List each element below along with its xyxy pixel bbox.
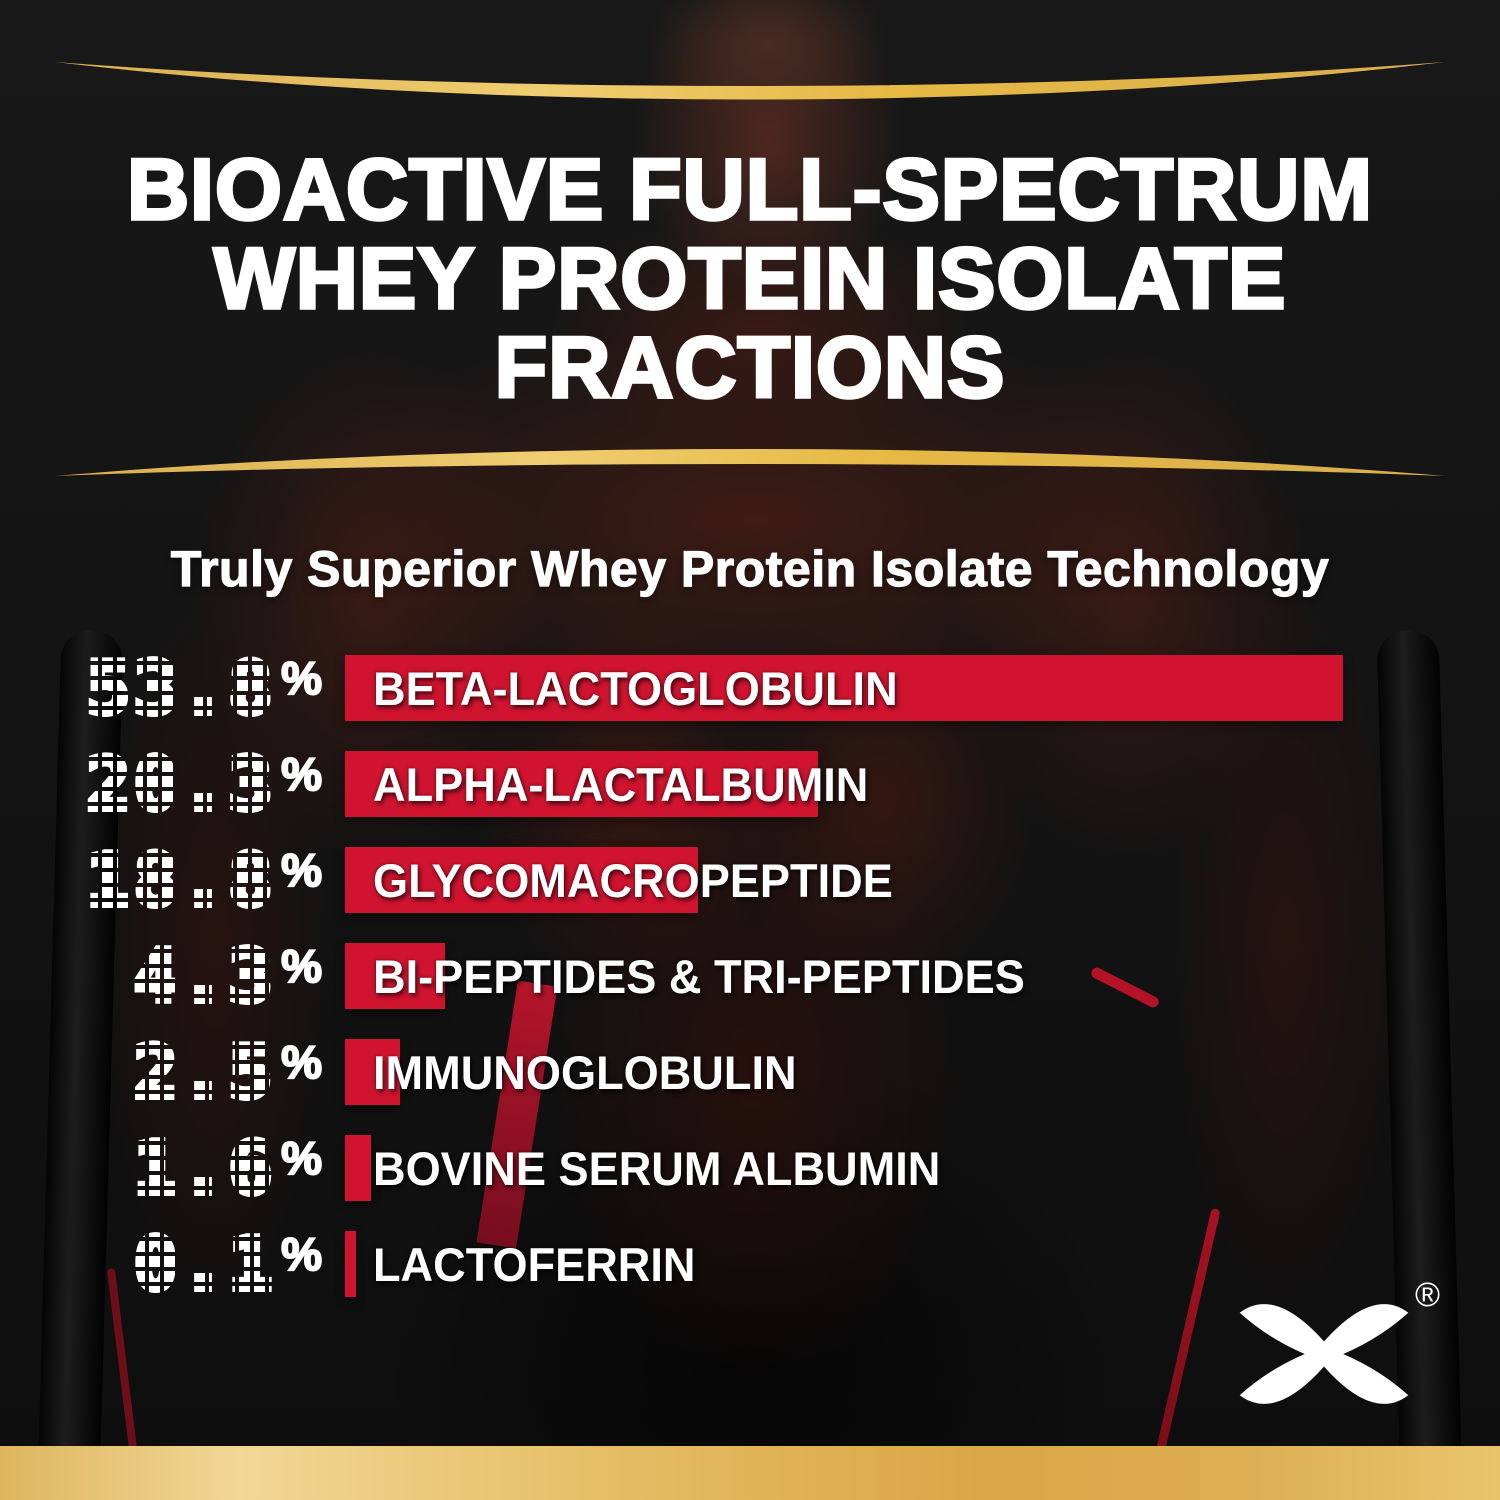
page-title: BIOACTIVE FULL-SPECTRUM WHEY PROTEIN ISO… [0, 142, 1500, 416]
fraction-percent: 1.6 % [0, 1126, 323, 1210]
fraction-percent: 2.5 % [0, 1030, 323, 1114]
fraction-percent-digits: 4.3 [131, 934, 277, 1018]
fraction-percent: 53.8 % [0, 646, 323, 730]
percent-sign: % [280, 1227, 323, 1281]
fraction-row: 4.3 % BI-PEPTIDES & TRI-PEPTIDES [0, 934, 1500, 1018]
title-line-1: BIOACTIVE FULL-SPECTRUM [125, 142, 1374, 238]
fraction-label: GLYCOMACROPEPTIDE [373, 853, 893, 907]
gold-footer-bar [0, 1446, 1500, 1500]
fraction-bar [345, 751, 818, 817]
fraction-percent-digits: 0.1 [131, 1222, 277, 1306]
fraction-percent-digits: 18.8 [84, 838, 277, 922]
gold-swoosh-middle [55, 449, 1445, 476]
fraction-percent-digits: 53.8 [84, 646, 277, 730]
brand-x-logo: ® [1238, 1276, 1440, 1415]
fraction-percent-digits: 1.6 [131, 1126, 277, 1210]
fraction-bar [345, 1039, 400, 1105]
percent-sign: % [280, 1131, 323, 1185]
x-logo-icon [1239, 1304, 1409, 1404]
percent-sign: % [280, 939, 323, 993]
fraction-bar [345, 1231, 356, 1297]
fraction-bar [345, 847, 698, 913]
fraction-bar [345, 655, 1343, 721]
fraction-percent: 4.3 % [0, 934, 323, 1018]
chart-subtitle: Truly Superior Whey Protein Isolate Tech… [170, 540, 1330, 597]
fraction-percent: 0.1 % [0, 1222, 323, 1306]
fraction-row: 53.8 % BETA-LACTOGLOBULIN [0, 646, 1500, 730]
fraction-label: LACTOFERRIN [373, 1237, 696, 1291]
fraction-bar [345, 1135, 371, 1201]
title-line-3: FRACTIONS [493, 320, 1006, 416]
title-line-2: WHEY PROTEIN ISOLATE [212, 231, 1287, 327]
percent-sign: % [280, 1035, 323, 1089]
fraction-label: BETA-LACTOGLOBULIN [373, 661, 898, 715]
fraction-row: 20.3 % ALPHA-LACTALBUMIN [0, 742, 1500, 826]
fraction-percent-digits: 2.5 [131, 1030, 277, 1114]
fraction-percent-digits: 20.3 [84, 742, 277, 826]
gold-swoosh-top [55, 62, 1445, 100]
fraction-label: BI-PEPTIDES & TRI-PEPTIDES [373, 949, 1025, 1003]
fraction-percent: 18.8 % [0, 838, 323, 922]
registered-trademark-symbol: ® [1414, 1276, 1440, 1314]
fraction-label: IMMUNOGLOBULIN [373, 1045, 797, 1099]
fraction-label: ALPHA-LACTALBUMIN [373, 757, 869, 811]
fraction-row: 0.1 % LACTOFERRIN [0, 1222, 1500, 1306]
percent-sign: % [280, 843, 323, 897]
fraction-label: BOVINE SERUM ALBUMIN [373, 1141, 941, 1195]
fraction-row: 2.5 % IMMUNOGLOBULIN [0, 1030, 1500, 1114]
fraction-row: 1.6 % BOVINE SERUM ALBUMIN [0, 1126, 1500, 1210]
percent-sign: % [280, 651, 323, 705]
fraction-row: 18.8 % GLYCOMACROPEPTIDE [0, 838, 1500, 922]
percent-sign: % [280, 747, 323, 801]
fraction-percent: 20.3 % [0, 742, 323, 826]
fraction-bar [345, 943, 445, 1009]
